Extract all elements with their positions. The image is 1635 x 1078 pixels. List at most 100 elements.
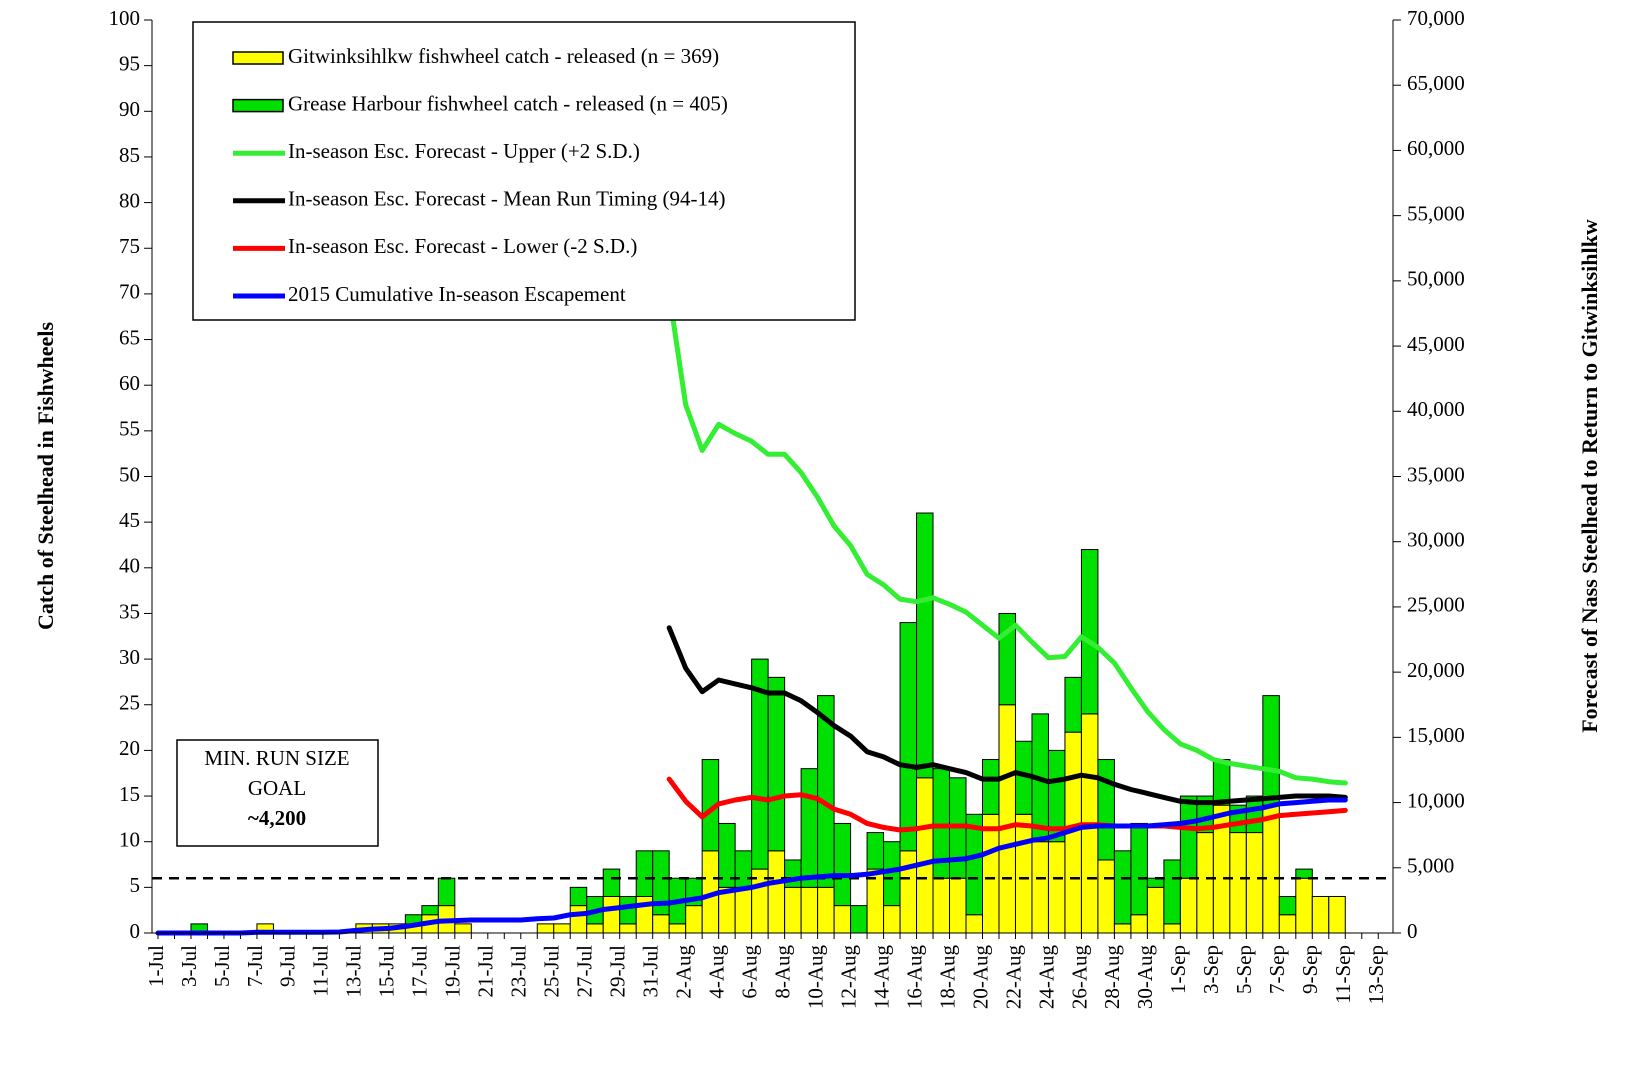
y2-tick-label: 15,000 xyxy=(1407,723,1465,747)
bar xyxy=(1047,841,1066,934)
x-tick-label: 27-Jul xyxy=(573,945,597,998)
bar xyxy=(668,923,687,934)
y2-tick-label: 60,000 xyxy=(1407,136,1465,160)
annotation-box xyxy=(176,739,379,847)
y-tick-label: 0 xyxy=(130,919,141,943)
bar xyxy=(833,905,852,934)
legend-label: 2015 Cumulative In-season Escapement xyxy=(288,282,626,306)
y-tick-label: 90 xyxy=(119,97,140,121)
bar xyxy=(949,877,967,934)
y-tick-label: 10 xyxy=(119,828,140,852)
line xyxy=(155,797,1348,936)
bar xyxy=(1163,859,1181,925)
y-tick-label: 50 xyxy=(119,462,140,486)
bar xyxy=(982,813,1000,934)
x-tick-label: 15-Jul xyxy=(375,945,399,998)
y-tick-label: 45 xyxy=(119,508,140,532)
bar xyxy=(569,905,588,934)
y-tick-label: 35 xyxy=(119,599,140,623)
x-tick-label: 9-Jul xyxy=(276,945,300,987)
y2-tick-label: 40,000 xyxy=(1407,397,1465,421)
bar xyxy=(850,905,868,934)
bar xyxy=(982,759,1000,815)
x-tick-label: 3-Sep xyxy=(1199,945,1223,994)
bar xyxy=(1130,914,1148,934)
x-tick-label: 28-Aug xyxy=(1100,945,1124,1010)
x-tick-label: 22-Aug xyxy=(1001,945,1025,1010)
x-tick-label: 6-Aug xyxy=(737,945,761,999)
y2-tick-label: 45,000 xyxy=(1407,332,1465,356)
bar xyxy=(1097,859,1115,934)
x-tick-label: 20-Aug xyxy=(968,945,992,1010)
bar xyxy=(916,512,934,779)
bar xyxy=(652,914,670,934)
x-tick-label: 1-Sep xyxy=(1166,945,1190,994)
bar xyxy=(1311,895,1330,934)
y-axis-title: Catch of Steelhead in Fishwheels xyxy=(33,322,58,630)
bar xyxy=(536,923,555,934)
x-tick-label: 13-Jul xyxy=(342,945,366,998)
bar xyxy=(866,832,885,870)
x-tick-label: 11-Jul xyxy=(309,945,333,997)
legend-label: Gitwinksihlkw fishwheel catch - released… xyxy=(288,44,719,68)
legend-swatch xyxy=(232,98,284,113)
legend-label: In-season Esc. Forecast - Lower (-2 S.D.… xyxy=(288,234,637,258)
y-tick-label: 95 xyxy=(119,51,140,75)
bar xyxy=(1113,850,1132,925)
legend: Gitwinksihlkw fishwheel catch - released… xyxy=(192,21,856,321)
y-tick-label: 100 xyxy=(109,6,141,30)
bar xyxy=(1179,877,1198,934)
bar xyxy=(1014,813,1033,934)
y-tick-label: 40 xyxy=(119,554,140,578)
bar xyxy=(817,695,835,888)
x-tick-label: 16-Aug xyxy=(902,945,926,1010)
bar xyxy=(784,859,802,888)
y2-tick-label: 55,000 xyxy=(1407,201,1465,225)
legend-label: In-season Esc. Forecast - Upper (+2 S.D.… xyxy=(288,139,640,163)
x-tick-label: 19-Jul xyxy=(441,945,465,998)
annotation-text: GOAL xyxy=(248,776,306,800)
bar xyxy=(1328,895,1346,934)
x-tick-label: 13-Sep xyxy=(1364,945,1388,1005)
y-tick-label: 65 xyxy=(119,325,140,349)
bar xyxy=(619,923,637,934)
y-tick-label: 25 xyxy=(119,691,140,715)
y2-tick-label: 10,000 xyxy=(1407,788,1465,812)
bar xyxy=(1212,759,1231,806)
x-tick-label: 29-Jul xyxy=(606,945,630,998)
bar xyxy=(817,886,835,934)
y2-tick-label: 0 xyxy=(1407,919,1418,943)
y2-tick-label: 50,000 xyxy=(1407,267,1465,291)
bar xyxy=(1229,832,1247,934)
bar xyxy=(635,850,654,897)
bar xyxy=(1097,759,1115,861)
y2-tick-label: 65,000 xyxy=(1407,71,1465,95)
y2-tick-label: 70,000 xyxy=(1407,6,1465,30)
bar xyxy=(1245,832,1264,934)
x-tick-label: 17-Jul xyxy=(408,945,432,998)
y-tick-label: 80 xyxy=(119,188,140,212)
bar xyxy=(800,768,819,888)
y-tick-label: 5 xyxy=(130,873,141,897)
bar xyxy=(454,923,472,934)
y-tick-label: 70 xyxy=(119,280,140,304)
bar xyxy=(1113,923,1132,934)
bar xyxy=(998,704,1016,934)
y2-tick-label: 20,000 xyxy=(1407,658,1465,682)
bar xyxy=(1064,676,1082,733)
bar xyxy=(899,850,918,934)
bar xyxy=(1031,841,1049,934)
bar xyxy=(1179,795,1198,879)
bar xyxy=(899,622,918,852)
x-tick-label: 18-Aug xyxy=(935,945,959,1010)
x-tick-label: 12-Aug xyxy=(836,945,860,1010)
y2-tick-label: 5,000 xyxy=(1407,854,1454,878)
bar xyxy=(1130,822,1148,916)
bar xyxy=(734,850,753,888)
x-tick-label: 24-Aug xyxy=(1034,945,1058,1010)
legend-swatch xyxy=(232,51,284,65)
legend-label: Grease Harbour fishwheel catch - release… xyxy=(288,91,728,115)
bar xyxy=(833,822,852,907)
x-tick-label: 14-Aug xyxy=(869,945,893,1010)
